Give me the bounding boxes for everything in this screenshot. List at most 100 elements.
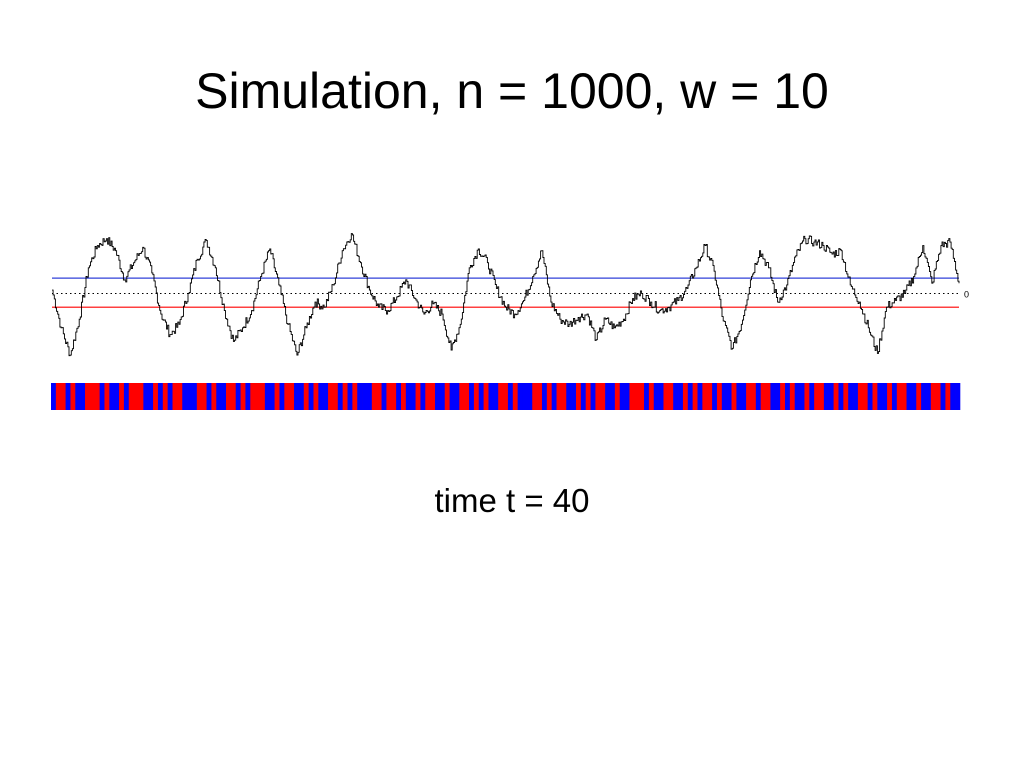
strip-segment — [527, 383, 533, 410]
strip-segment — [799, 383, 805, 410]
strip-segment — [162, 383, 168, 410]
strip-segment — [284, 383, 290, 410]
strip-segment — [726, 383, 732, 410]
strip-segment — [65, 383, 71, 410]
strip-segment — [595, 383, 601, 410]
strip-segment — [473, 383, 480, 410]
strip-segment — [571, 383, 577, 410]
strip-segment — [833, 383, 839, 410]
strip-segment — [629, 383, 635, 410]
strip-segment — [99, 383, 105, 410]
strip-segment — [405, 383, 412, 410]
strip-segment — [614, 383, 621, 410]
strip-segment — [289, 383, 295, 410]
strip-segment — [741, 383, 747, 410]
strip-segment — [911, 383, 917, 410]
strip-segment — [206, 383, 212, 410]
strip-segment — [916, 383, 922, 410]
strip-segment — [887, 383, 893, 410]
strip-segment — [556, 383, 562, 410]
strip-segment — [901, 383, 907, 410]
strip-segment — [692, 383, 698, 410]
strip-segment — [770, 383, 776, 410]
strip-segment — [332, 383, 339, 410]
strip-segment — [804, 383, 810, 410]
strip-segment — [362, 383, 368, 410]
strip-segment — [668, 383, 674, 410]
strip-segment — [750, 383, 757, 410]
strip-segment — [274, 383, 280, 410]
strip-segment — [381, 383, 387, 410]
strip-segment — [590, 383, 596, 410]
strip-segment — [221, 383, 227, 410]
strip-segment — [269, 383, 275, 410]
strip-segment — [775, 383, 781, 410]
strip-segment — [731, 383, 737, 410]
strip-segment — [843, 383, 849, 410]
strip-segment — [225, 383, 232, 410]
strip-segment — [585, 383, 591, 410]
strip-segment — [119, 383, 125, 410]
strip-segment — [551, 383, 557, 410]
strip-segment — [848, 383, 854, 410]
strip-segment — [240, 383, 246, 410]
strip-segment — [814, 383, 820, 410]
strip-segment — [303, 383, 309, 410]
strip-segment — [537, 383, 543, 410]
strip-segment — [337, 383, 343, 410]
strip-segment — [532, 383, 538, 410]
strip-segment — [891, 383, 898, 410]
strip-segment — [736, 383, 742, 410]
strip-segment — [882, 383, 888, 410]
strip-segment — [687, 383, 693, 410]
strip-segment — [318, 383, 324, 410]
strip-segment — [454, 383, 460, 410]
state-strip — [51, 383, 961, 410]
strip-segment — [755, 383, 761, 410]
strip-segment — [712, 383, 718, 410]
strip-segment — [561, 383, 567, 410]
strip-segment — [478, 383, 484, 410]
strip-segment — [138, 383, 144, 410]
strip-segment — [435, 383, 441, 410]
strip-segment — [182, 383, 188, 410]
series-layer — [52, 233, 960, 357]
strip-segment — [410, 383, 416, 410]
strip-segment — [809, 383, 815, 410]
strip-segment — [682, 383, 689, 410]
strip-segment — [245, 383, 251, 410]
strip-segment — [172, 383, 178, 410]
strip-segment — [366, 383, 373, 410]
strip-segment — [298, 383, 305, 410]
strip-segment — [610, 383, 616, 410]
strip-segment — [371, 383, 377, 410]
strip-segment — [702, 383, 708, 410]
strip-segment — [785, 383, 791, 410]
strip-segment — [921, 383, 927, 410]
strip-segment — [503, 383, 509, 410]
strip-segment — [279, 383, 285, 410]
strip-segment — [760, 383, 766, 410]
strip-segment — [794, 383, 800, 410]
strip-segment — [400, 383, 407, 410]
strip-segment — [114, 383, 120, 410]
strip-segment — [396, 383, 402, 410]
strip-segment — [430, 383, 436, 410]
strip-segment — [153, 383, 159, 410]
strip-segment — [483, 383, 489, 410]
strip-segment — [201, 383, 207, 410]
strip-segment — [308, 383, 314, 410]
strip-segment — [673, 383, 679, 410]
strip-segment — [89, 383, 96, 410]
strip-segment — [945, 383, 951, 410]
strip-segment — [867, 383, 873, 410]
strip-segment — [517, 383, 523, 410]
reference-lines — [52, 277, 959, 308]
strip-segment — [493, 383, 499, 410]
strip-segment — [230, 383, 237, 410]
strip-segment — [639, 383, 645, 410]
strip-segment — [342, 383, 348, 410]
strip-segment — [663, 383, 669, 410]
strip-segment — [575, 383, 582, 410]
